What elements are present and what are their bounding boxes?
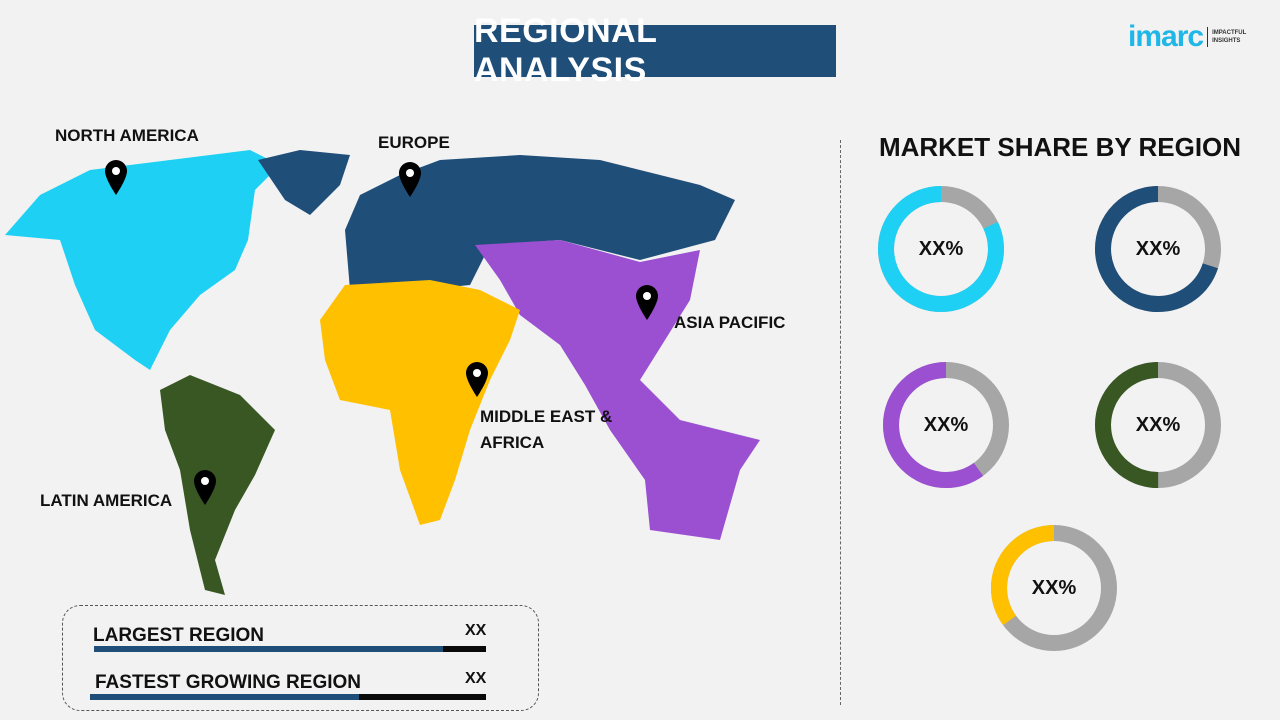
- donut-north-america: XX%: [876, 184, 1006, 314]
- donut-fill: [878, 186, 1004, 312]
- logo-wordmark: imarc: [1128, 20, 1204, 53]
- map-pin-icon: [105, 160, 127, 195]
- donut-asia-pacific: XX%: [881, 360, 1011, 490]
- logo-divider: [1207, 27, 1209, 47]
- imarc-logo: imarc IMPACTFUL INSIGHTS: [1128, 20, 1246, 54]
- donut-fill: [1095, 186, 1221, 312]
- summary-box: LARGEST REGION XX FASTEST GROWING REGION…: [62, 605, 539, 711]
- donut-fill: [883, 362, 1009, 488]
- largest-region-label: LARGEST REGION: [93, 625, 265, 646]
- donut-fill: [991, 525, 1117, 651]
- largest-region-value: XX: [465, 622, 487, 639]
- region-north-america: [5, 150, 280, 370]
- label-middle-east-africa-2: AFRICA: [480, 433, 545, 452]
- donut-europe: XX%: [1093, 184, 1223, 314]
- logo-tagline: IMPACTFUL INSIGHTS: [1212, 30, 1247, 44]
- label-latin-america: LATIN AMERICA: [40, 491, 173, 510]
- map-pin-icon: [636, 285, 658, 320]
- donut-value: XX%: [1031, 576, 1077, 599]
- region-europe-russia: [345, 155, 735, 290]
- region-middle-east-africa: [320, 280, 520, 525]
- region-asia-pacific: [475, 240, 760, 540]
- donut-fill: [1095, 362, 1221, 488]
- map-pin-icon: [194, 470, 216, 505]
- section-divider: [840, 140, 841, 705]
- label-asia-pacific: ASIA PACIFIC: [674, 313, 786, 332]
- largest-region-bar: [94, 646, 486, 652]
- market-share-title: MARKET SHARE BY REGION: [878, 132, 1242, 162]
- donut-latin-america: XX%: [1093, 360, 1223, 490]
- region-greenland: [258, 150, 350, 215]
- donut-value: XX%: [918, 237, 964, 260]
- map-pin-icon: [466, 362, 488, 397]
- fastest-growing-label: FASTEST GROWING REGION: [95, 672, 362, 693]
- label-north-america: NORTH AMERICA: [55, 126, 199, 145]
- donut-middle-east-africa: XX%: [989, 523, 1119, 653]
- map-pin-icon: [399, 162, 421, 197]
- donut-value: XX%: [1135, 413, 1181, 436]
- fastest-growing-bar: [90, 694, 486, 700]
- region-latin-america: [160, 375, 275, 595]
- label-middle-east-africa: MIDDLE EAST &: [480, 407, 613, 426]
- donut-value: XX%: [923, 413, 969, 436]
- page-title: REGIONAL ANALYSIS: [474, 12, 836, 89]
- world-map: [5, 150, 760, 595]
- donut-value: XX%: [1135, 237, 1181, 260]
- label-europe: EUROPE: [378, 133, 450, 152]
- fastest-growing-value: XX: [465, 670, 487, 687]
